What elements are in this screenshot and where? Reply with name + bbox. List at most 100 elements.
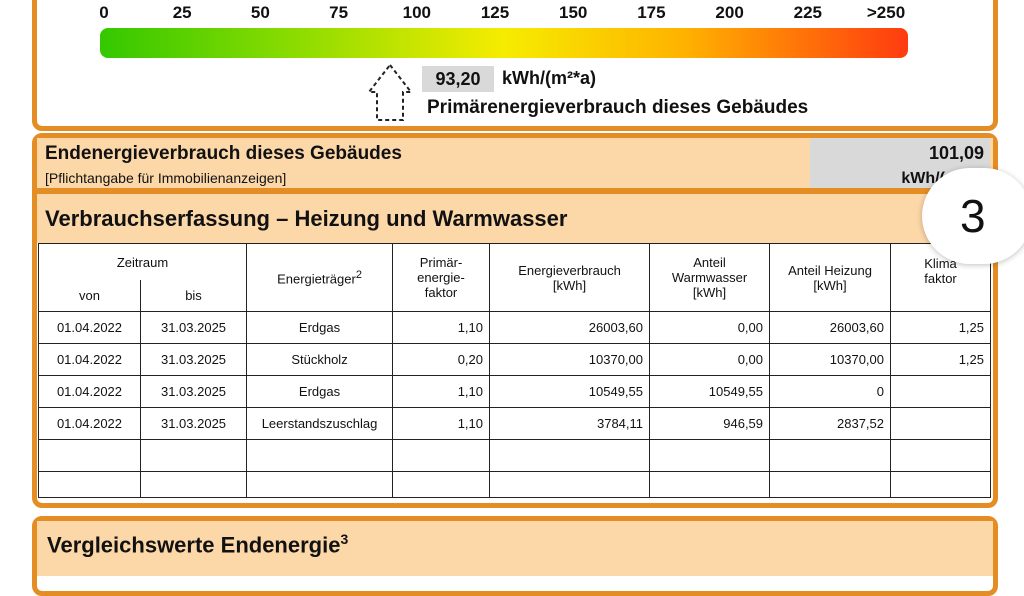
table-cell: 0 bbox=[769, 375, 892, 408]
final-energy-value: 101,09 bbox=[928, 143, 984, 163]
table-cell: 1,10 bbox=[392, 311, 491, 344]
table-cell bbox=[890, 375, 992, 408]
scale-label: >250 bbox=[866, 3, 906, 22]
table-cell: 1,25 bbox=[890, 343, 992, 376]
table-cell bbox=[38, 439, 141, 472]
table-cell bbox=[246, 471, 394, 498]
indicator-caption: Primärenergieverbrauch dieses Gebäudes bbox=[427, 97, 809, 118]
table-cell: 0,20 bbox=[392, 343, 491, 376]
header-line: Energieverbrauch bbox=[518, 262, 621, 278]
header-line: [kWh] bbox=[813, 277, 847, 293]
header-cell: Primär-energie-faktor bbox=[392, 243, 491, 312]
table-cell bbox=[649, 439, 771, 472]
table-row: 01.04.2022 31.03.2025 Erdgas 1,10 10549,55 10… bbox=[38, 375, 992, 408]
comparison-title-text: Vergleichswerte Endenergie bbox=[47, 532, 341, 558]
divider bbox=[37, 188, 993, 194]
table-cell: 26003,60 bbox=[769, 311, 892, 344]
table-cell: 0,00 bbox=[649, 343, 771, 376]
header-line: faktor bbox=[924, 271, 957, 286]
gradient-bar bbox=[100, 28, 908, 58]
table-cell bbox=[489, 439, 651, 472]
table-cell: Leerstandszuschlag bbox=[246, 407, 394, 440]
scale-label: 200 bbox=[715, 3, 744, 22]
table-cell bbox=[139, 439, 248, 472]
table-cell bbox=[769, 471, 892, 498]
scale-label: 75 bbox=[329, 3, 349, 22]
header-sup: 2 bbox=[355, 269, 362, 282]
table-cell: 946,59 bbox=[649, 407, 771, 440]
table-cell bbox=[38, 471, 141, 498]
table-cell: 31.03.2025 bbox=[139, 407, 248, 440]
scale-frame bbox=[32, 0, 998, 131]
header-row: von bis bbox=[38, 280, 991, 312]
table-row: 01.04.2022 31.03.2025 Erdgas 1,10 26003,60 0,… bbox=[38, 311, 992, 344]
header-cell: Anteil Heizung [kWh] bbox=[769, 243, 892, 312]
comparison-sup: 3 bbox=[340, 531, 349, 547]
header-line: faktor bbox=[424, 285, 458, 300]
scale-label: 25 bbox=[172, 3, 192, 22]
header-cell: Energieträger2 bbox=[246, 243, 394, 312]
final-energy-title: Endenergieverbrauch dieses Gebäudes bbox=[45, 143, 402, 164]
table-cell bbox=[246, 439, 394, 472]
header-row: Zeitraum Energieträger2 Primär-energie-f… bbox=[37, 243, 992, 312]
badge-number: 3 bbox=[960, 190, 986, 242]
table-cell: 26003,60 bbox=[489, 311, 651, 344]
table-cell: 1,10 bbox=[392, 407, 491, 440]
table-cell: 2837,52 bbox=[769, 407, 892, 440]
table-cell: 01.04.2022 bbox=[38, 311, 141, 344]
table-cell bbox=[890, 407, 992, 440]
scale-label: 125 bbox=[480, 3, 510, 22]
table-cell bbox=[649, 471, 771, 498]
header-line: Primär- bbox=[419, 255, 463, 270]
table-cell: 3784,11 bbox=[489, 407, 651, 440]
scale-label: 175 bbox=[637, 3, 666, 22]
indicator-unit: kWh/(m²*a) bbox=[502, 68, 596, 88]
table-row: 01.04.2022 31.03.2025 Leerstandszuschlag 1,… bbox=[38, 407, 992, 440]
header-line: Anteil bbox=[693, 255, 726, 270]
page: 0 25 50 75 100 125 150 175 200 225 >250 93,20 kWh/… bbox=[32, 0, 1024, 596]
final-energy-note: [Pflichtangabe für Immobilienanzeigen] bbox=[45, 170, 287, 186]
table-row: 01.04.2022 31.03.2025 Stückholz 0,20 10370,0… bbox=[38, 343, 992, 376]
indicator-arrow bbox=[366, 63, 414, 121]
header-line: Warmwasser bbox=[671, 270, 748, 285]
table-cell bbox=[489, 471, 651, 498]
consumption-table: Zeitraum Energieträger2 Primär-energie-f… bbox=[37, 243, 992, 498]
scale-label: 50 bbox=[250, 3, 270, 22]
scale-label: 150 bbox=[559, 3, 588, 22]
scale-label: 0 bbox=[99, 3, 109, 22]
table-cell: 0,00 bbox=[649, 311, 771, 344]
comparison-header bbox=[37, 521, 993, 576]
table-cell: 31.03.2025 bbox=[139, 343, 248, 376]
table-cell: 01.04.2022 bbox=[38, 375, 141, 408]
header-cell: Energieverbrauch [kWh] bbox=[489, 243, 651, 312]
table-cell: 01.04.2022 bbox=[38, 343, 141, 376]
header-cell: Anteil Warmwasser [kWh] bbox=[649, 243, 771, 312]
header-cell: Zeitraum bbox=[37, 243, 248, 280]
header-text: Energieträger bbox=[277, 271, 356, 287]
table-cell bbox=[769, 439, 892, 472]
scale-label: 100 bbox=[402, 3, 431, 22]
table-cell: 10370,00 bbox=[769, 343, 892, 376]
table-cell: 10370,00 bbox=[489, 343, 651, 376]
header-line: Klima bbox=[924, 256, 957, 271]
header-line: energie- bbox=[417, 270, 465, 285]
table-cell: Stückholz bbox=[246, 343, 394, 376]
table-cell bbox=[890, 439, 992, 472]
table-cell bbox=[139, 471, 248, 498]
badge: 3 bbox=[922, 168, 1024, 264]
header-line: [kWh] bbox=[552, 277, 587, 293]
table-cell: 31.03.2025 bbox=[139, 311, 248, 344]
indicator-value: 93,20 bbox=[422, 66, 494, 92]
header-line: [kWh] bbox=[692, 285, 727, 300]
table-cell: Erdgas bbox=[246, 375, 394, 408]
header-cell: von bbox=[38, 280, 141, 312]
consumption-header bbox=[37, 194, 993, 243]
table-cell bbox=[392, 471, 491, 498]
table-cell: 1,25 bbox=[890, 311, 992, 344]
header-line: Anteil Heizung bbox=[788, 262, 872, 278]
table-cell: 10549,55 bbox=[649, 375, 771, 408]
table-cell bbox=[890, 471, 992, 498]
table-cell: 10549,55 bbox=[489, 375, 651, 408]
empty-row bbox=[38, 471, 992, 498]
table-cell: Erdgas bbox=[246, 311, 394, 344]
